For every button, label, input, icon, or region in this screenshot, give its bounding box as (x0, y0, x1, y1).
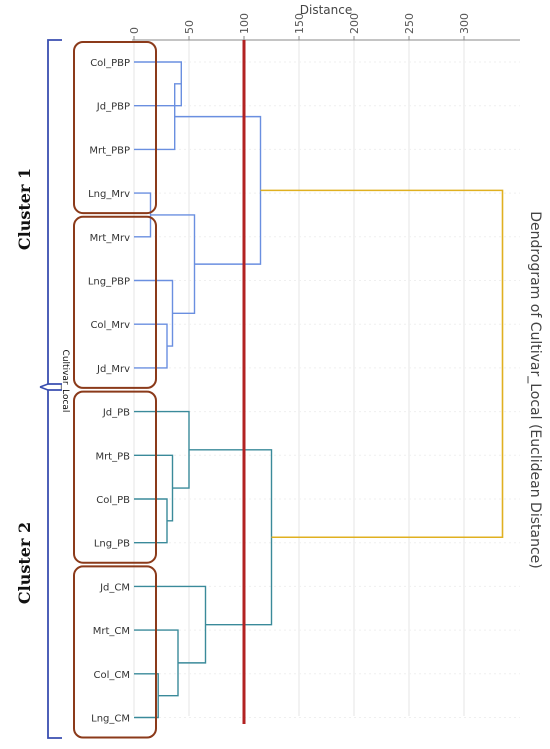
x-tick-label: 300 (458, 13, 471, 34)
dendrogram-link (134, 498, 168, 544)
x-tick-label: 0 (128, 27, 141, 34)
leaf-label: Col_PB (96, 495, 130, 506)
dendrogram-link (260, 189, 504, 539)
leaf-label: Lng_PBP (88, 277, 130, 288)
leaf-label: Mrt_Mrv (90, 233, 130, 244)
leaf-label: Jd_Mrv (96, 364, 130, 375)
dendrogram-link (134, 323, 168, 369)
leaf-label: Lng_CM (91, 714, 130, 725)
leaf-label: Mrt_CM (93, 626, 130, 637)
dendrogram-link (134, 192, 152, 238)
x-tick-label: 50 (183, 20, 196, 34)
group-box (73, 390, 157, 564)
x-tick-label: 150 (293, 13, 306, 34)
group-box (73, 41, 157, 215)
cluster-2-bracket (47, 389, 62, 739)
bracket-notch (39, 383, 49, 388)
x-tick-label: 250 (403, 13, 416, 34)
dendrogram-link (174, 115, 262, 265)
x-axis-label: Distance (300, 3, 352, 17)
bracket-notch (39, 386, 49, 391)
leaf-label: Mrt_PB (95, 451, 130, 462)
dendrogram-link (189, 449, 273, 626)
dendrogram-link (134, 83, 182, 151)
group-box (73, 565, 157, 739)
chart-title: Dendrogram of Cultivar_Local (Euclidean … (527, 211, 543, 568)
leaf-label: Jd_PBP (96, 102, 130, 113)
leaf-label: Col_Mrv (90, 320, 130, 331)
dendrogram-link (134, 585, 207, 664)
dendrogram-link (134, 410, 190, 489)
dendrogram-link (134, 673, 159, 719)
leaf-label: Col_CM (94, 670, 131, 681)
cluster-2-label: Cluster 2 (15, 522, 34, 604)
cluster-1-label: Cluster 1 (15, 168, 34, 250)
leaf-label: Lng_PB (94, 539, 130, 550)
leaf-label: Lng_Mrv (88, 189, 130, 200)
leaf-label: Jd_PB (102, 408, 130, 419)
x-tick-label: 200 (348, 13, 361, 34)
x-tick-label: 100 (238, 13, 251, 34)
cluster-1-bracket (47, 39, 62, 385)
leaf-label: Jd_CM (99, 582, 130, 593)
leaf-label: Col_PBP (90, 58, 130, 69)
leaf-label: Mrt_PBP (89, 145, 130, 156)
y-axis-label: Cultivar_Local (60, 350, 70, 413)
group-box (73, 215, 157, 389)
